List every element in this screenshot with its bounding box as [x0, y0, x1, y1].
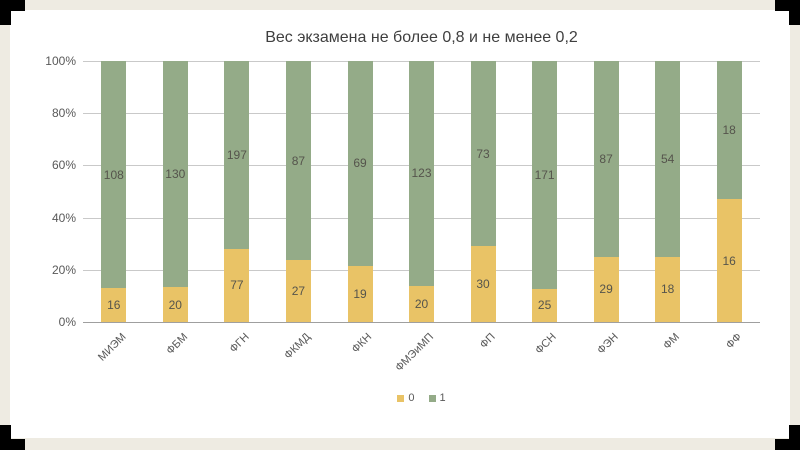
- legend-item-0: 0: [397, 392, 415, 404]
- bar-segment-series-1: [101, 61, 127, 289]
- plot-area: 108 16 130 20 197 77 87 27 69 19 123 20 73 30 171 25 87 2…: [83, 61, 760, 323]
- legend-swatch-icon: [428, 394, 436, 402]
- y-axis-tick-label: 80%: [51, 106, 76, 121]
- y-axis-tick-label: 20%: [51, 262, 76, 277]
- bracket-arm: [789, 425, 800, 450]
- chart-title: Вес экзамена не более 0,8 и не менее 0,2: [265, 29, 578, 46]
- bar-segment-series-0: [347, 265, 373, 322]
- bar-segment-series-0: [224, 248, 250, 322]
- stacked-bar-ФФ: [716, 61, 742, 322]
- bracket-arm: [775, 439, 800, 450]
- bar-segment-series-0: [716, 199, 742, 322]
- bracket-arm: [775, 0, 800, 11]
- stacked-bar-МИЭМ: [101, 61, 127, 322]
- stacked-bar-ФСН: [532, 61, 558, 322]
- y-axis-tick-label: 60%: [51, 158, 76, 173]
- bar-segment-series-0: [655, 256, 681, 322]
- bar-segment-series-1: [716, 61, 742, 200]
- stacked-bar-ФЭН: [593, 61, 619, 322]
- bracket-arm: [789, 0, 800, 25]
- y-axis-tick-label: 100%: [45, 54, 76, 68]
- stacked-bar-ФМЭиМП: [409, 61, 434, 322]
- stacked-bar-ФКМД: [285, 61, 311, 322]
- bracket-arm: [0, 439, 25, 450]
- bar-segment-series-1: [655, 61, 681, 257]
- stacked-bar-ФКН: [347, 61, 373, 322]
- bracket-arm: [0, 425, 11, 450]
- legend-swatch-icon: [397, 394, 405, 402]
- bar-segment-series-0: [593, 256, 619, 322]
- bar-segment-series-0: [101, 288, 127, 322]
- bar-segment-series-0: [470, 246, 496, 322]
- bar-segment-series-1: [532, 61, 558, 289]
- bar-segment-series-1: [224, 61, 250, 249]
- bar-segment-series-1: [162, 61, 188, 288]
- bar-segment-series-0: [285, 260, 311, 322]
- stacked-bar-ФБМ: [162, 61, 188, 322]
- stacked-bar-ФГН: [224, 61, 250, 322]
- bar-segment-series-0: [409, 285, 434, 322]
- bracket-arm: [0, 0, 25, 11]
- bar-segment-series-1: [470, 61, 496, 246]
- corner-bracket-top-right: [775, 0, 800, 25]
- bar-segment-series-1: [409, 61, 434, 286]
- bar-segment-series-1: [285, 61, 311, 261]
- stacked-bar-ФП: [470, 61, 496, 322]
- legend-label: 1: [439, 392, 446, 404]
- y-axis-tick-label: 40%: [51, 210, 76, 225]
- corner-bracket-bottom-left: [0, 425, 25, 450]
- legend-label: 0: [408, 392, 415, 404]
- corner-bracket-bottom-right: [775, 425, 800, 450]
- bar-segment-series-1: [593, 61, 619, 257]
- bar-segment-series-0: [162, 287, 188, 322]
- stacked-bar-ФМ: [655, 61, 681, 322]
- bar-segment-series-0: [532, 288, 558, 322]
- legend-item-1: 1: [428, 392, 446, 404]
- y-axis-tick-label: 0%: [58, 315, 76, 329]
- bar-segment-series-1: [347, 61, 373, 266]
- bracket-arm: [0, 0, 11, 25]
- corner-bracket-top-left: [0, 0, 25, 25]
